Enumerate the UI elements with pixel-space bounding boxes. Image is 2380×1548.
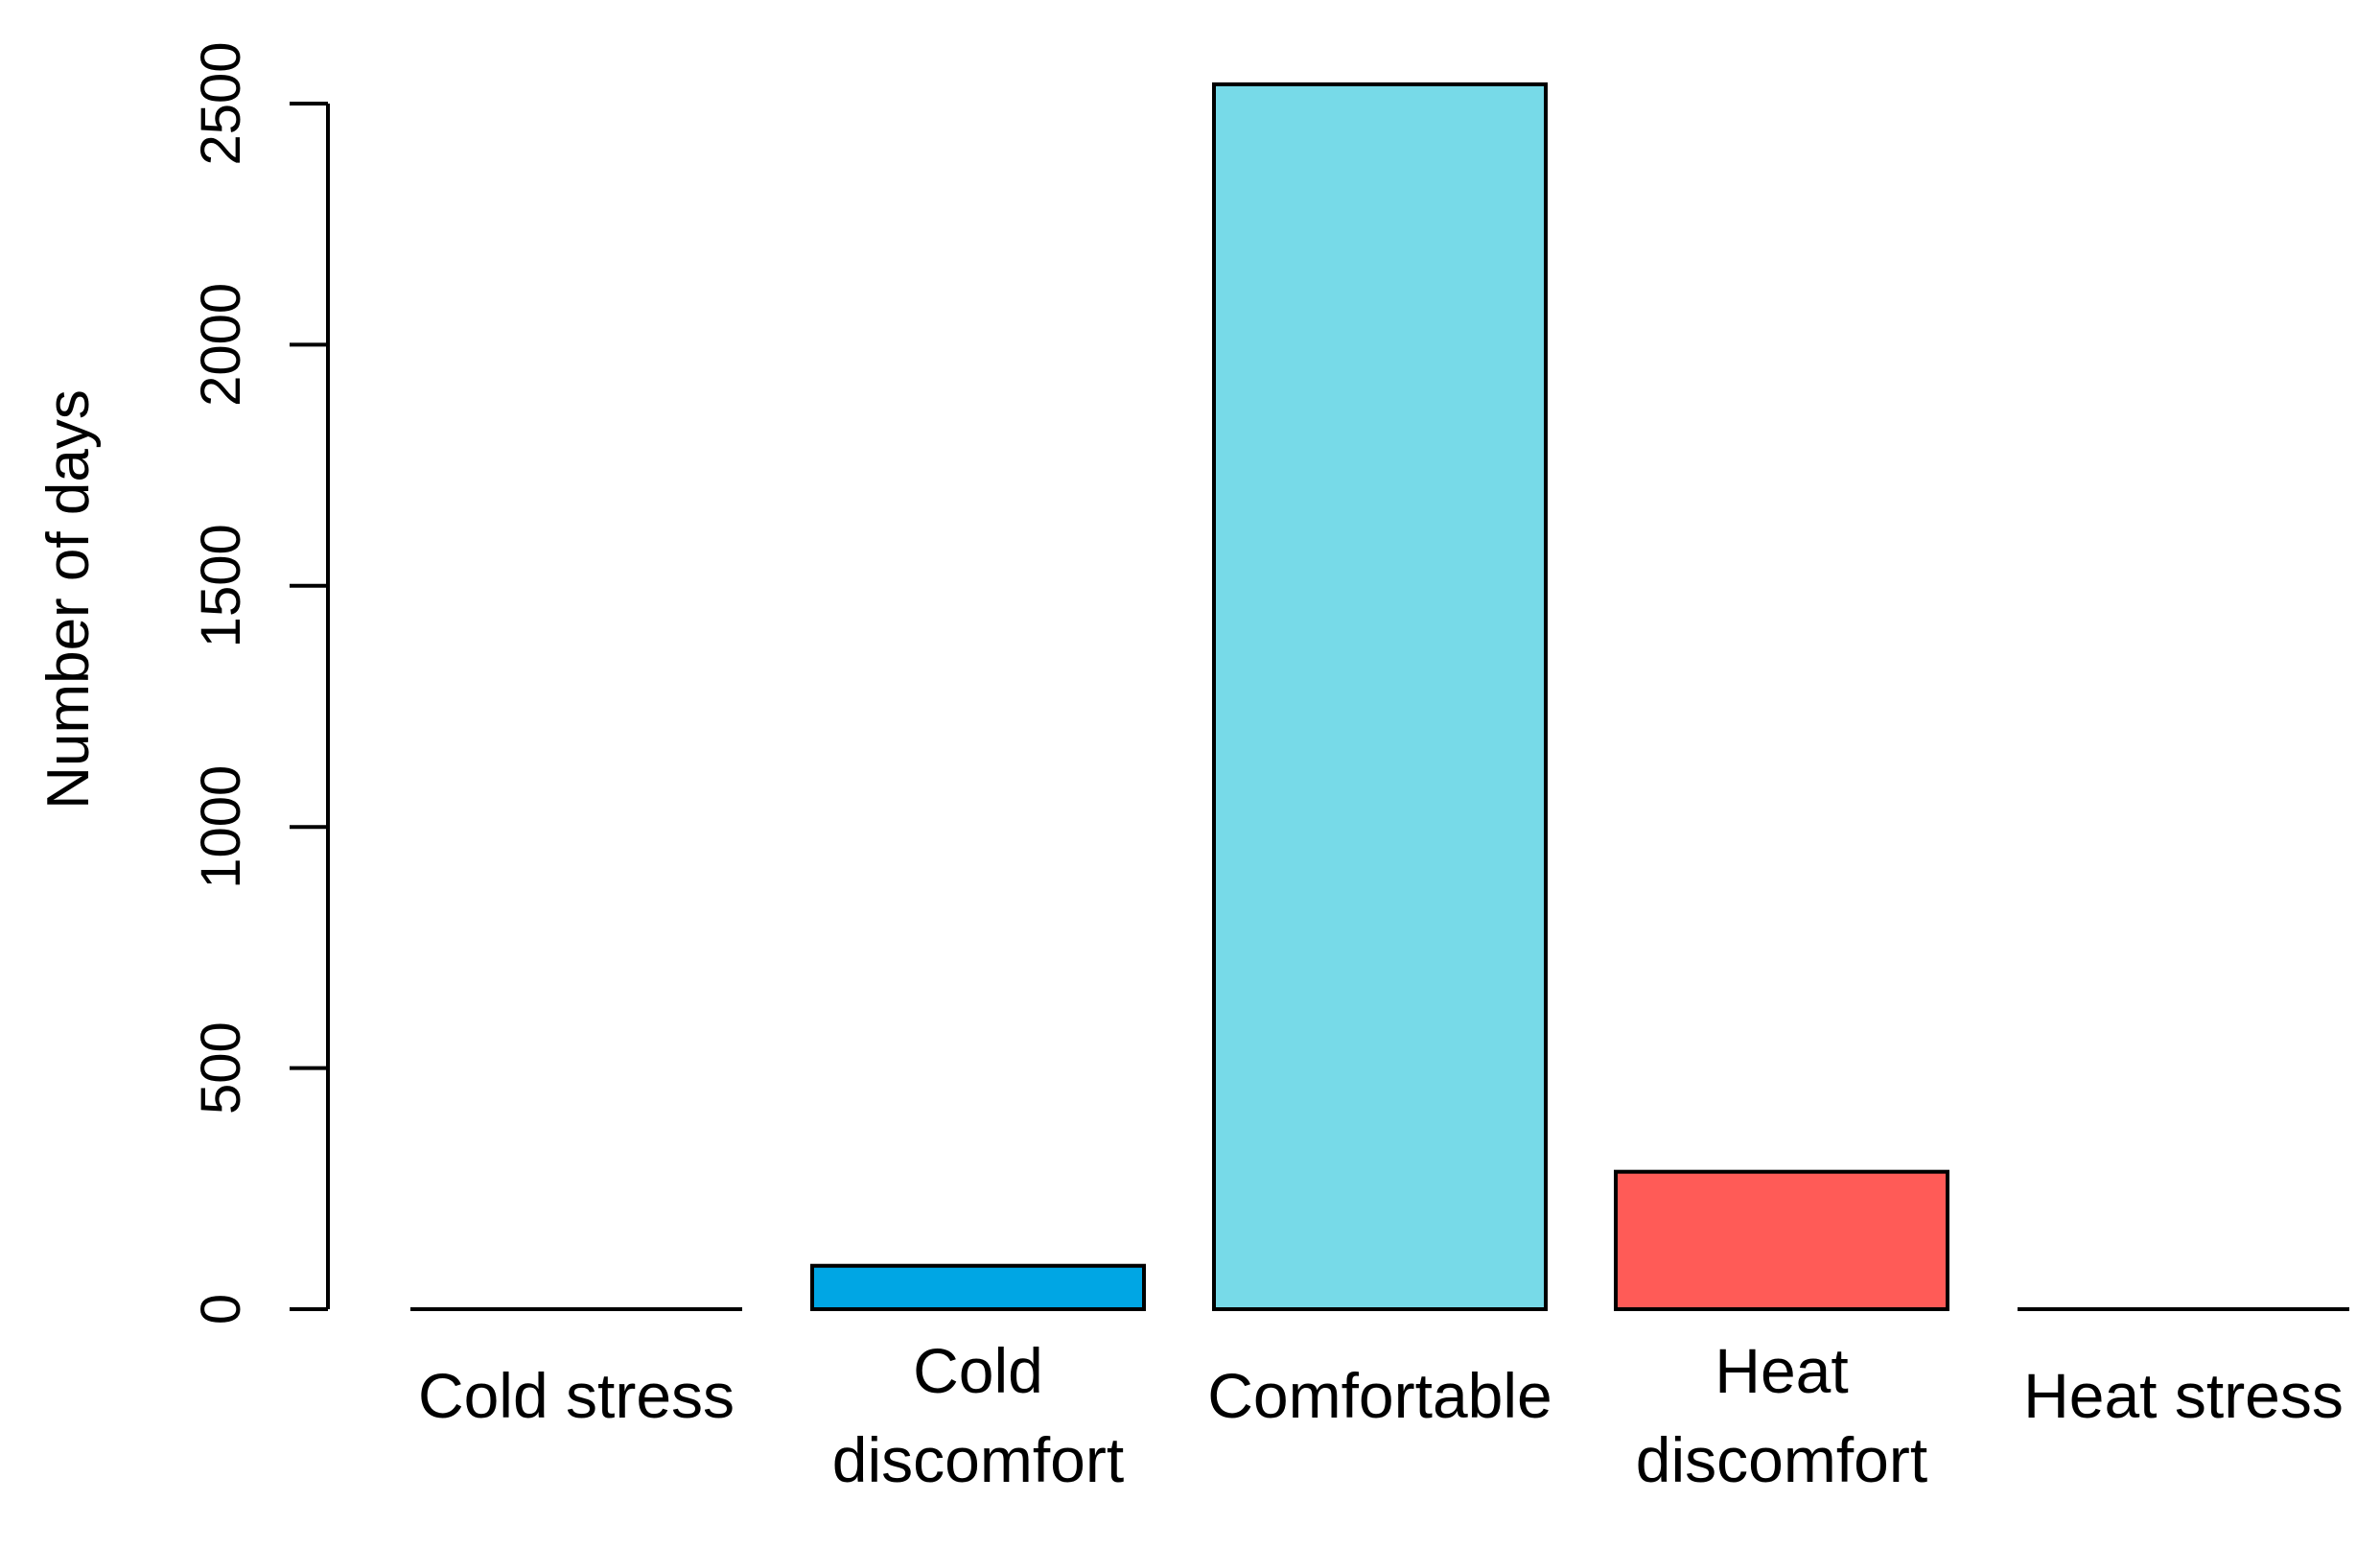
x-tick-label: Comfortable bbox=[1207, 1360, 1552, 1431]
y-axis-label: Number of days bbox=[35, 389, 102, 809]
bar bbox=[1614, 1169, 1949, 1312]
x-tick-label: discomfort bbox=[832, 1424, 1124, 1495]
y-tick-label: 2500 bbox=[190, 41, 252, 165]
y-tick-label: 2000 bbox=[190, 283, 252, 407]
bars bbox=[410, 82, 2349, 1312]
x-tick-label: Cold stress bbox=[418, 1360, 735, 1431]
x-tick-label: discomfort bbox=[1636, 1424, 1927, 1495]
x-tick-label: Cold bbox=[913, 1335, 1043, 1406]
y-tick-label: 1500 bbox=[190, 524, 252, 647]
bar bbox=[1212, 82, 1548, 1312]
y-tick-label: 0 bbox=[190, 1294, 252, 1325]
y-tick-label: 1000 bbox=[190, 765, 252, 889]
x-tick-label: Heat stress bbox=[2023, 1360, 2344, 1431]
bar bbox=[810, 1263, 1146, 1312]
y-axis: 0 500 1000 1500 2000 2500 bbox=[190, 41, 330, 1325]
x-axis-labels: Cold stress Cold discomfort Comfortable Heat… bbox=[418, 1335, 2344, 1495]
x-tick-label: Heat bbox=[1715, 1335, 1848, 1406]
y-tick-label: 500 bbox=[190, 1021, 252, 1114]
